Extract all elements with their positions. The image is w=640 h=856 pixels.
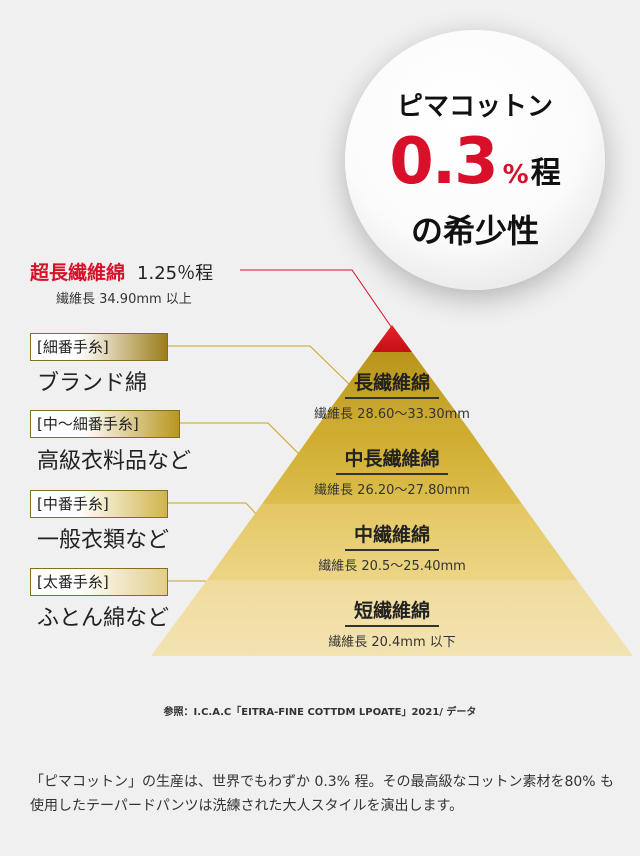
connector-tier-1 xyxy=(162,345,351,386)
top-tier-length: 繊維長 34.90mm 以上 xyxy=(56,292,192,307)
pyramid-tier-top xyxy=(372,325,412,352)
tier-3-yarn-tag: [中番手糸] xyxy=(30,490,168,518)
tier-2-text: 中長繊維綿 繊維長 26.20～27.80mm xyxy=(292,444,492,498)
tier-1-text: 長繊維綿 繊維長 28.60～33.30mm xyxy=(292,368,492,422)
badge-suffix: 程 xyxy=(530,156,561,191)
tier-2-name: 中長繊維綿 xyxy=(344,448,440,470)
pyramid-tier-2 xyxy=(262,428,522,504)
pyramid-tier-1 xyxy=(316,352,468,428)
tier-4-name: 短繊維綿 xyxy=(353,600,430,622)
tier-2-yarn-tag: [中～細番手糸] xyxy=(30,410,180,438)
connector-top xyxy=(240,269,393,329)
tier-3-name: 中繊維綿 xyxy=(353,524,430,546)
tier-3-length: 繊維長 20.5～25.40mm xyxy=(318,558,466,574)
rarity-badge: ピマコットン 0.3 % 程 の希少性 xyxy=(345,30,605,290)
tier-2-category: 高級衣料品など xyxy=(37,449,192,474)
tier-3-category: 一般衣類など xyxy=(37,528,170,553)
badge-subtitle: の希少性 xyxy=(410,212,539,250)
pyramid-tier-3 xyxy=(207,504,577,580)
source-note: 参照：I.C.A.C「EITRA-FINE COTTDM LPOATE」2021… xyxy=(163,707,477,718)
tier-2-length: 繊維長 26.20～27.80mm xyxy=(314,482,470,498)
tier-1-length: 繊維長 28.60～33.30mm xyxy=(314,406,470,422)
badge-title: ピマコットン xyxy=(396,92,553,122)
top-tier-label: 超長繊維綿 xyxy=(30,262,126,284)
top-tier-share: 1.25％程 xyxy=(137,263,214,284)
tier-4-yarn-tag: [太番手糸] xyxy=(30,568,168,596)
badge-percent: % xyxy=(502,160,529,190)
pyramid-tier-4 xyxy=(151,580,633,656)
badge-figure: 0.3 % 程 xyxy=(345,130,605,194)
tier-4-text: 短繊維綿 繊維長 20.4mm 以下 xyxy=(292,596,492,650)
description-text: 「ピマコットン」の生産は、世界でもわずか 0.3% 程。その最高級なコットン素材… xyxy=(30,774,615,814)
tier-1-category: ブランド綿 xyxy=(37,371,148,396)
tier-1-yarn-tag: [細番手糸] xyxy=(30,333,168,361)
tier-1-name: 長繊維綿 xyxy=(353,372,430,394)
top-tier-callout: 超長繊維綿 1.25％程 xyxy=(30,258,213,285)
tier-4-category: ふとん綿など xyxy=(37,606,170,631)
tier-4-length: 繊維長 20.4mm 以下 xyxy=(328,634,456,650)
tier-3-text: 中繊維綿 繊維長 20.5～25.40mm xyxy=(292,520,492,574)
connector-tier-2 xyxy=(175,422,301,456)
badge-number: 0.3 xyxy=(389,125,498,199)
